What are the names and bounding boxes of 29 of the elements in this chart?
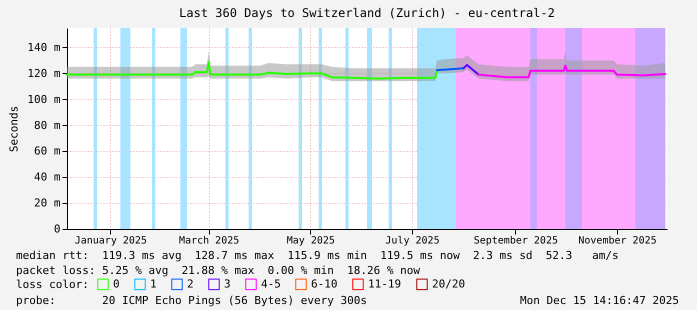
legend-label: 3 <box>224 277 231 290</box>
legend-label: 11-19 <box>368 277 402 290</box>
x-tick-label: May 2025 <box>286 236 335 246</box>
legend-label: 20/20 <box>432 277 466 290</box>
y-axis-title: Seconds <box>7 106 20 152</box>
x-tick-label: January 2025 <box>74 236 147 246</box>
text: packet loss: 5.25 % avg 21.88 % max 0.00 % min 18.26 % now <box>16 264 420 277</box>
legend-label: 6-10 <box>311 277 338 290</box>
y-tick-label: 120 m <box>27 66 61 80</box>
x-tick-label: July 2025 <box>385 236 440 246</box>
y-tick-label: 100 m <box>27 92 61 106</box>
legend-title: loss color: <box>16 278 89 291</box>
chart-title: Last 360 Days to Switzerland (Zurich) - eu-central-2 <box>179 6 555 20</box>
legend-label: 0 <box>113 277 120 290</box>
y-tick-label: 20 m <box>34 196 61 210</box>
text: Mon Dec 15 14:16:47 2025 <box>520 294 679 307</box>
x-tick-label: March 2025 <box>179 236 240 246</box>
y-tick-label: 40 m <box>34 170 61 184</box>
legend-label: 2 <box>187 277 194 290</box>
y-tick-label: 140 m <box>27 40 61 54</box>
legend-label: 1 <box>150 277 157 290</box>
legend-label: 4-5 <box>261 277 281 290</box>
text: probe: 20 ICMP Echo Pings (56 Bytes) every 300s <box>16 294 367 307</box>
y-tick-label: 0 <box>54 222 60 236</box>
y-tick-label: 60 m <box>34 144 61 158</box>
x-tick-label: November 2025 <box>578 236 657 246</box>
y-tick-label: 80 m <box>34 118 61 132</box>
text: median rtt: 119.3 ms avg 128.7 ms max 115.9 ms min 119.5 ms now 2.3 ms sd 52.3 am/s <box>16 249 619 262</box>
x-tick-label: September 2025 <box>474 236 558 246</box>
